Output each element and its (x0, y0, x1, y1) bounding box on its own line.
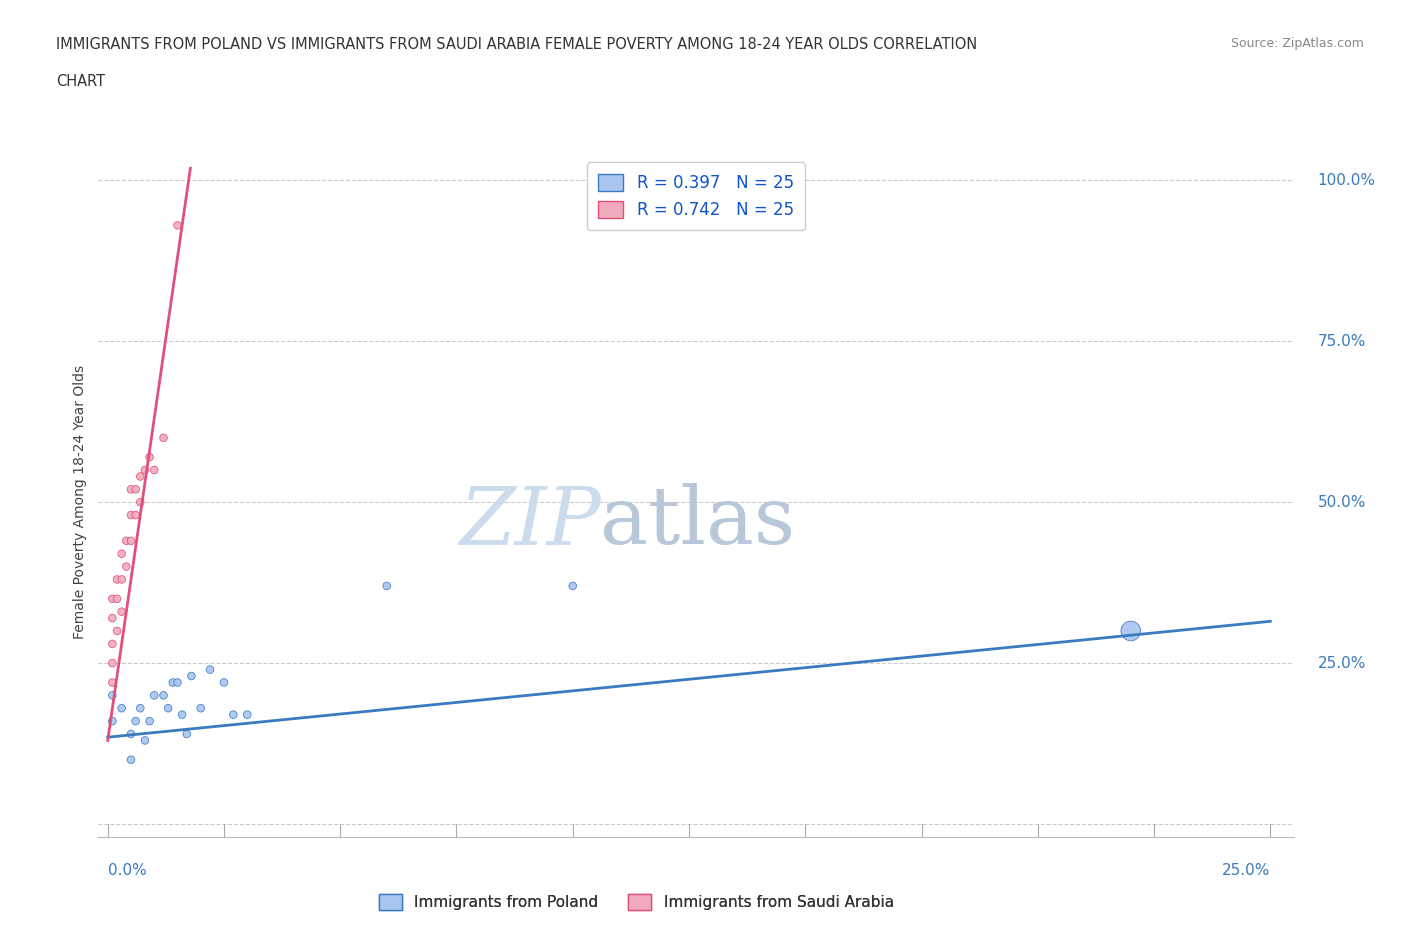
Point (101, 591, 124, 606)
Point (101, 688, 124, 703)
Point (111, 604, 134, 619)
Point (101, 713, 124, 728)
Point (101, 636, 124, 651)
Point (120, 482, 142, 497)
Text: 100.0%: 100.0% (1317, 173, 1375, 188)
Point (105, 623, 128, 638)
Point (138, 450, 160, 465)
Text: Source: ZipAtlas.com: Source: ZipAtlas.com (1230, 37, 1364, 50)
Point (152, 688, 174, 703)
Text: 25.0%: 25.0% (1317, 656, 1365, 671)
Point (138, 713, 160, 728)
Point (166, 675, 188, 690)
Point (111, 546, 134, 561)
Text: 50.0%: 50.0% (1317, 495, 1365, 510)
Point (143, 462, 166, 477)
Text: 0.0%: 0.0% (108, 863, 146, 878)
Point (120, 534, 142, 549)
Point (120, 752, 142, 767)
Point (222, 707, 245, 722)
Point (105, 572, 128, 587)
Point (152, 431, 174, 445)
Point (180, 669, 202, 684)
Point (134, 462, 156, 477)
Point (129, 701, 152, 716)
Point (129, 495, 152, 510)
Point (115, 559, 138, 574)
Y-axis label: Female Poverty Among 18-24 Year Olds: Female Poverty Among 18-24 Year Olds (73, 365, 87, 639)
Point (101, 675, 124, 690)
Point (198, 662, 221, 677)
Point (120, 508, 142, 523)
Point (143, 688, 166, 703)
Text: CHART: CHART (56, 74, 105, 89)
Point (172, 707, 194, 722)
Point (157, 701, 180, 716)
Point (111, 572, 134, 587)
Point (134, 733, 156, 748)
Text: IMMIGRANTS FROM POLAND VS IMMIGRANTS FROM SAUDI ARABIA FEMALE POVERTY AMONG 18-2: IMMIGRANTS FROM POLAND VS IMMIGRANTS FRO… (56, 37, 977, 52)
Point (124, 482, 146, 497)
Point (176, 726, 198, 741)
Point (105, 591, 128, 606)
Text: 75.0%: 75.0% (1317, 334, 1365, 349)
Point (120, 726, 142, 741)
Text: atlas: atlas (600, 484, 796, 562)
Point (162, 675, 184, 690)
Point (124, 713, 146, 728)
Point (111, 701, 134, 716)
Point (1119, 623, 1142, 638)
Legend: Immigrants from Poland, Immigrants from Saudi Arabia: Immigrants from Poland, Immigrants from … (373, 888, 900, 916)
Point (166, 218, 188, 232)
Point (101, 656, 124, 671)
Point (129, 469, 152, 484)
Text: 25.0%: 25.0% (1222, 863, 1270, 878)
Point (212, 675, 235, 690)
Point (236, 707, 259, 722)
Point (375, 578, 398, 593)
Point (124, 508, 146, 523)
Text: ZIP: ZIP (458, 484, 600, 561)
Point (101, 611, 124, 626)
Point (190, 701, 212, 716)
Point (561, 578, 583, 593)
Point (115, 534, 138, 549)
